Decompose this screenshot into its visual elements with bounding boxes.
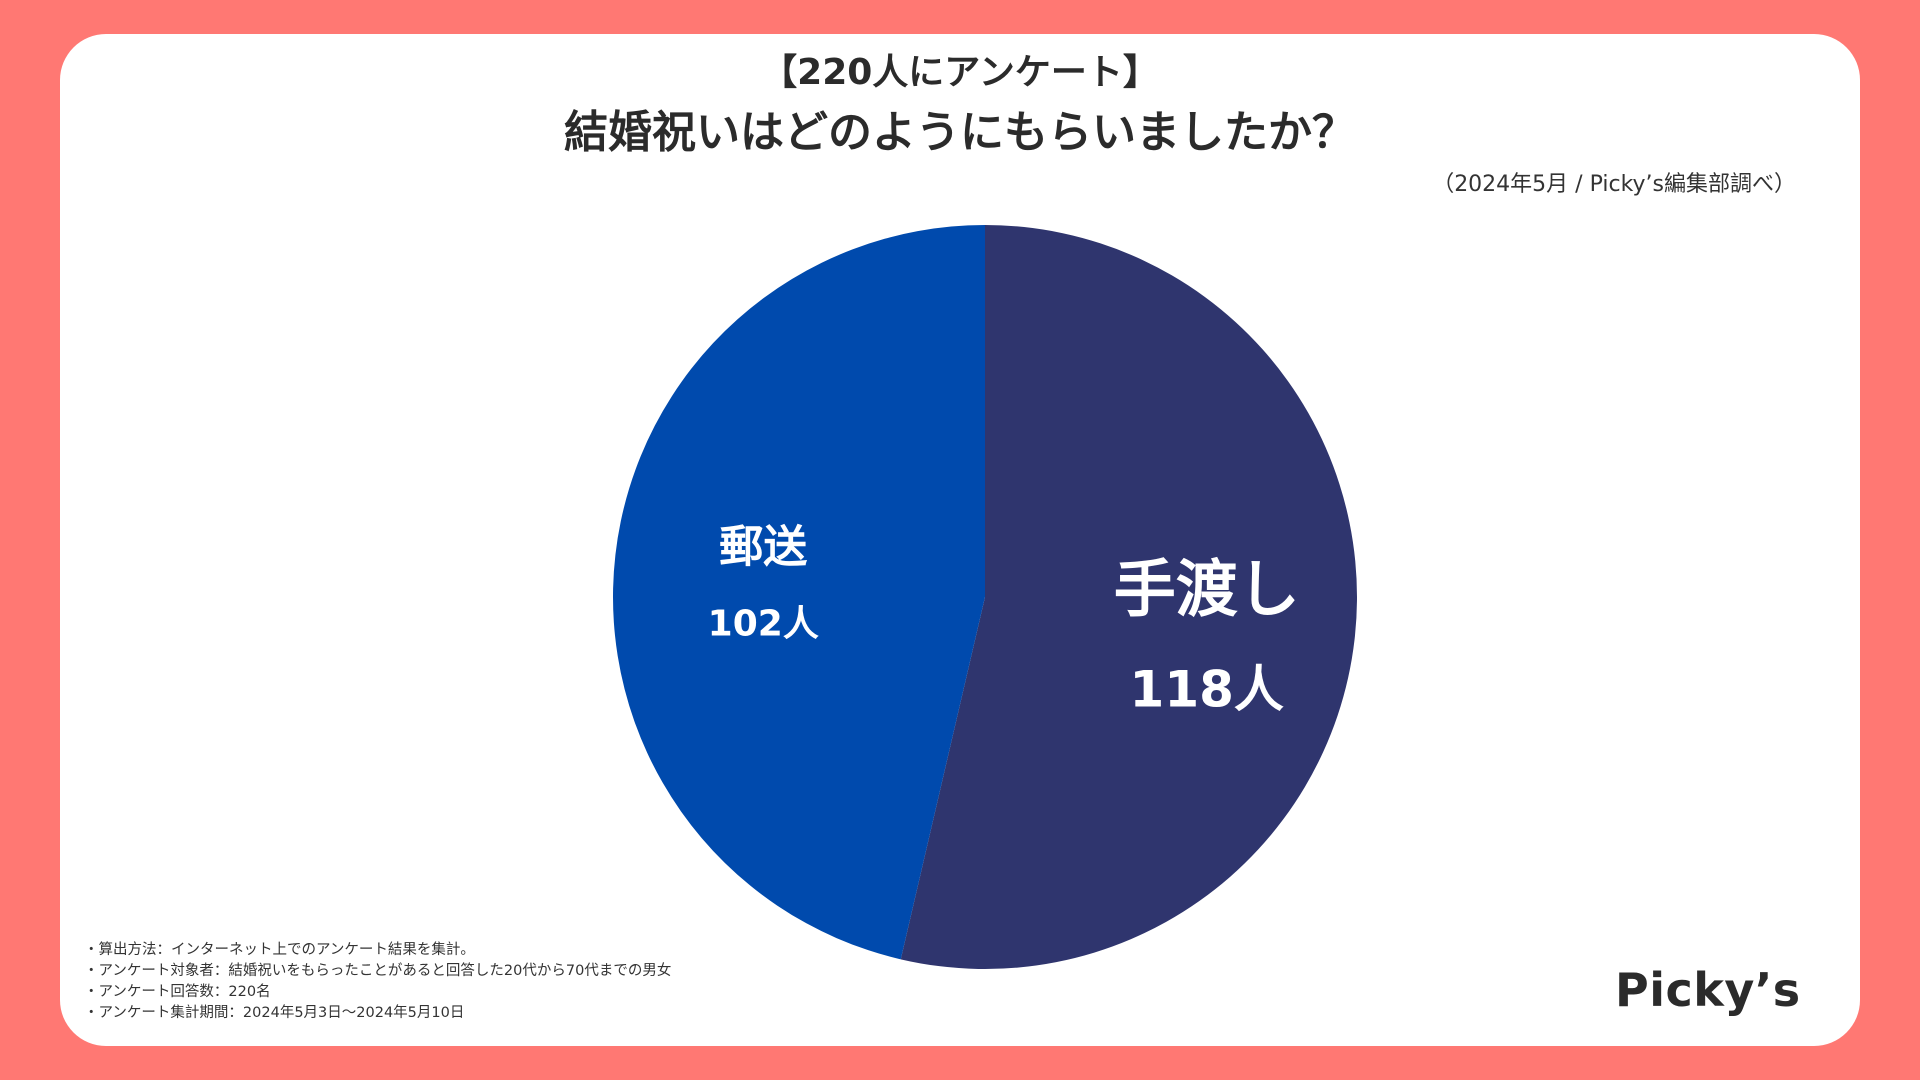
survey-notes: ・算出方法：インターネット上でのアンケート結果を集計。 ・アンケート対象者：結婚… xyxy=(84,940,671,1024)
slice-label-mail: 郵送 xyxy=(719,522,807,573)
note-count: ・アンケート回答数：220名 xyxy=(84,984,271,1000)
note-period: ・アンケート集計期間：2024年5月3日〜2024年5月10日 xyxy=(84,1005,465,1021)
brand-logo: Picky’s xyxy=(1615,963,1801,1017)
note-method: ・算出方法：インターネット上でのアンケート結果を集計。 xyxy=(84,942,475,958)
note-target: ・アンケート対象者：結婚祝いをもらったことがあると回答した20代から70代までの… xyxy=(84,963,672,979)
source-note: （2024年5月 / Picky’s編集部調べ） xyxy=(1432,172,1796,197)
slice-value-mail: 102人 xyxy=(708,604,819,645)
pie-slice-handed xyxy=(900,225,1357,969)
chart-title: 結婚祝いはどのようにもらいましたか？ xyxy=(564,107,1356,158)
slice-value-handed: 118人 xyxy=(1130,660,1284,718)
slice-label-handed: 手渡し xyxy=(1114,552,1300,625)
survey-tag: 【220人にアンケート】 xyxy=(761,52,1159,93)
pie-slice-mail xyxy=(612,225,985,960)
